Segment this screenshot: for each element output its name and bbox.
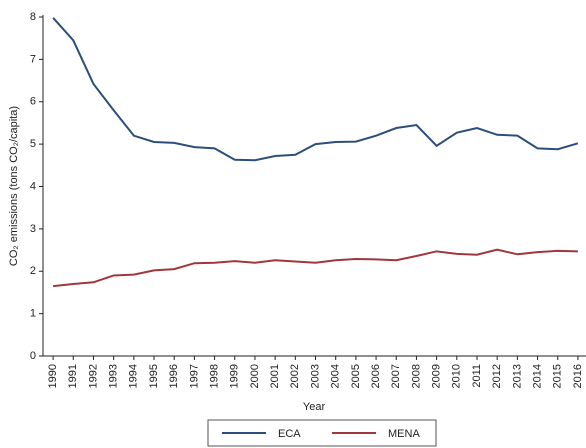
series-line	[52, 248, 578, 288]
x-tick-label: 2013	[511, 364, 523, 388]
y-tick-label: 7	[30, 53, 36, 65]
y-axis-label: CO₂ emissions (tons CO₂/capita)	[8, 106, 20, 266]
x-tick-label: 1992	[87, 364, 99, 388]
legend-label: MENA	[388, 428, 420, 440]
y-tick-label: 2	[30, 265, 36, 277]
y-tick-label: 4	[30, 180, 36, 192]
x-tick-label: 1995	[148, 364, 160, 388]
x-tick-label: 1998	[208, 364, 220, 388]
y-tick-label: 5	[30, 138, 36, 150]
x-tick-label: 2002	[289, 364, 301, 388]
x-tick-label: 1997	[188, 364, 200, 388]
x-tick-label: 2014	[531, 364, 543, 388]
y-tick-label: 3	[30, 223, 36, 235]
x-tick-label: 2007	[390, 364, 402, 388]
x-tick-label: 2009	[431, 364, 443, 388]
x-tick-label: 1993	[108, 364, 120, 388]
x-tick-label: 2004	[330, 364, 342, 388]
x-tick-label: 1990	[47, 364, 59, 388]
x-tick-label: 2010	[451, 364, 463, 388]
series-line	[52, 17, 579, 162]
x-tick-label: 2015	[552, 364, 564, 388]
x-tick-label: 1996	[168, 364, 180, 388]
x-tick-label: 1999	[229, 364, 241, 388]
y-tick-label: 6	[30, 96, 36, 108]
x-tick-label: 2005	[350, 364, 362, 388]
y-tick-label: 1	[30, 308, 36, 320]
x-tick-label: 2008	[410, 364, 422, 388]
legend-label: ECA	[278, 428, 301, 440]
x-tick-label: 2003	[309, 364, 321, 388]
x-tick-label: 2000	[249, 364, 261, 388]
x-tick-label: 2001	[269, 364, 281, 388]
x-tick-label: 2011	[471, 364, 483, 388]
x-tick-label: 1991	[67, 364, 79, 388]
x-tick-label: 2012	[491, 364, 503, 388]
x-tick-label: 2006	[370, 364, 382, 388]
x-axis-label: Year	[303, 401, 326, 413]
x-tick-label: 2016	[572, 364, 584, 388]
x-tick-label: 1994	[128, 364, 140, 388]
y-tick-label: 8	[30, 11, 36, 23]
y-tick-label: 0	[30, 350, 36, 362]
